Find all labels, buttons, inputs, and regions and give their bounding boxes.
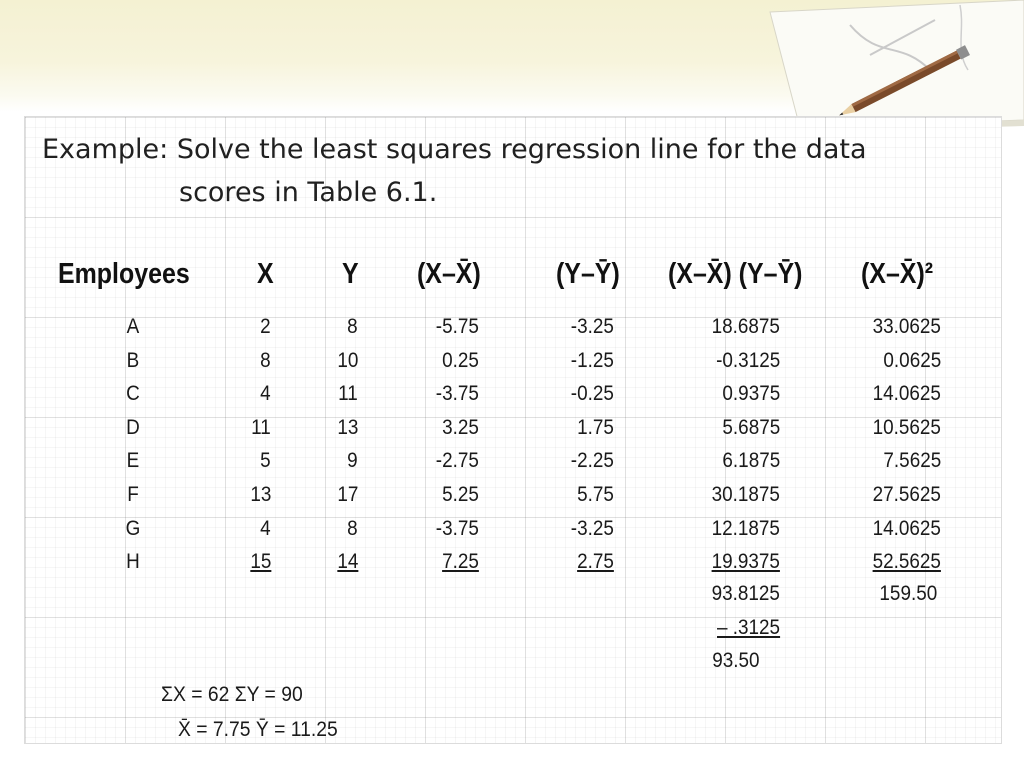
cell-x-squared: 27.5625 — [872, 483, 941, 506]
cell-x-deviation: 3.25 — [442, 415, 479, 439]
cell-x-squared: 7.5625 — [883, 449, 941, 473]
cell-x: 4 — [260, 382, 271, 406]
cell-x-deviation: -5.75 — [435, 315, 479, 338]
cell-x-squared: 14.0625 — [872, 382, 941, 406]
cell-x-squared: 0.0625 — [883, 348, 941, 372]
cell-y-deviation: -2.25 — [570, 449, 614, 473]
cell-y-deviation: -0.25 — [570, 382, 614, 406]
cell-product: 6.1875 — [722, 449, 780, 473]
cell-x-deviation: -3.75 — [435, 516, 479, 540]
cell-y-deviation: -1.25 — [570, 348, 614, 372]
cell-x-deviation: 0.25 — [442, 348, 479, 372]
cell-x: 11 — [251, 415, 271, 439]
cell-product: -0.3125 — [715, 348, 780, 372]
cell-x-squared: 10.5625 — [872, 415, 941, 439]
cell-x-deviation: 7.25 — [442, 550, 479, 574]
cell-y-deviation: 5.75 — [577, 483, 614, 506]
cell-y-deviation: -3.25 — [570, 315, 614, 338]
paper-sheet — [769, 0, 1024, 129]
header-employees: Employees — [58, 258, 190, 290]
cell-y-deviation: 1.75 — [577, 415, 614, 439]
summary-sums: ΣX = 62 ΣY = 90 — [161, 683, 303, 706]
header-x-deviation: (X–X̄) — [417, 258, 481, 290]
cell-y: 11 — [338, 382, 358, 406]
cell-x: 15 — [249, 550, 271, 574]
title-line-1: Solve the least squares regression line … — [176, 134, 867, 165]
cell-y: 10 — [336, 348, 358, 372]
cell-employee: H — [126, 550, 140, 574]
total-xx-sum: 159.50 — [879, 582, 937, 605]
cell-x-deviation: -3.75 — [435, 382, 479, 406]
cell-employee: F — [127, 483, 139, 506]
total-xy-sum: 93.8125 — [711, 582, 780, 605]
slide-title: Example: Solve the least squares regress… — [42, 128, 942, 214]
grid-paper — [24, 116, 1002, 744]
header-product: (X–X̄) (Y–Ȳ) — [668, 258, 803, 290]
cell-employee: B — [126, 348, 140, 372]
paper-sketch-2 — [959, 4, 969, 71]
cell-x-deviation: -2.75 — [435, 449, 479, 473]
header-y-deviation: (Y–Ȳ) — [556, 258, 620, 290]
cell-product: 0.9375 — [722, 382, 780, 406]
cell-employee: E — [126, 449, 140, 473]
cell-product: 12.1875 — [711, 516, 780, 540]
cell-product: 18.6875 — [711, 315, 780, 338]
cell-x: 2 — [260, 315, 271, 338]
cell-product: 5.6875 — [722, 415, 780, 439]
header-x-squared: (X–X̄)² — [861, 258, 934, 290]
cell-y: 9 — [347, 449, 358, 473]
header-x: X — [257, 258, 274, 290]
title-line-2: scores in Table 6.1. — [179, 177, 438, 208]
cell-employee: D — [126, 415, 140, 439]
cell-product: 30.1875 — [711, 483, 780, 506]
cell-x-squared: 33.0625 — [872, 315, 941, 338]
total-xy-adjust: – .3125 — [716, 616, 780, 639]
cell-employee: A — [126, 315, 140, 338]
cell-y: 8 — [347, 315, 358, 338]
cell-product: 19.9375 — [711, 550, 780, 574]
pencil-icon — [839, 45, 970, 116]
cell-y-deviation: -3.25 — [570, 516, 614, 540]
cell-x: 13 — [249, 483, 271, 506]
cell-x: 4 — [260, 516, 271, 540]
cell-y: 13 — [336, 415, 358, 439]
cell-x-squared: 14.0625 — [872, 516, 941, 540]
total-xy-result: 93.50 — [712, 649, 760, 672]
summary-means: X̄ = 7.75 Ȳ = 11.25 — [178, 718, 338, 741]
cell-y: 17 — [336, 483, 358, 506]
cell-y-deviation: 2.75 — [577, 550, 614, 574]
cell-x-deviation: 5.25 — [442, 483, 479, 506]
cell-employee: C — [126, 382, 140, 406]
cell-x: 5 — [260, 449, 271, 473]
cell-x: 8 — [260, 348, 271, 372]
cell-x-squared: 52.5625 — [872, 550, 941, 574]
title-prefix: Example: — [42, 134, 169, 165]
cell-employee: G — [125, 516, 141, 540]
cell-y: 14 — [336, 550, 358, 574]
header-y: Y — [342, 258, 359, 290]
cell-y: 8 — [347, 516, 358, 540]
